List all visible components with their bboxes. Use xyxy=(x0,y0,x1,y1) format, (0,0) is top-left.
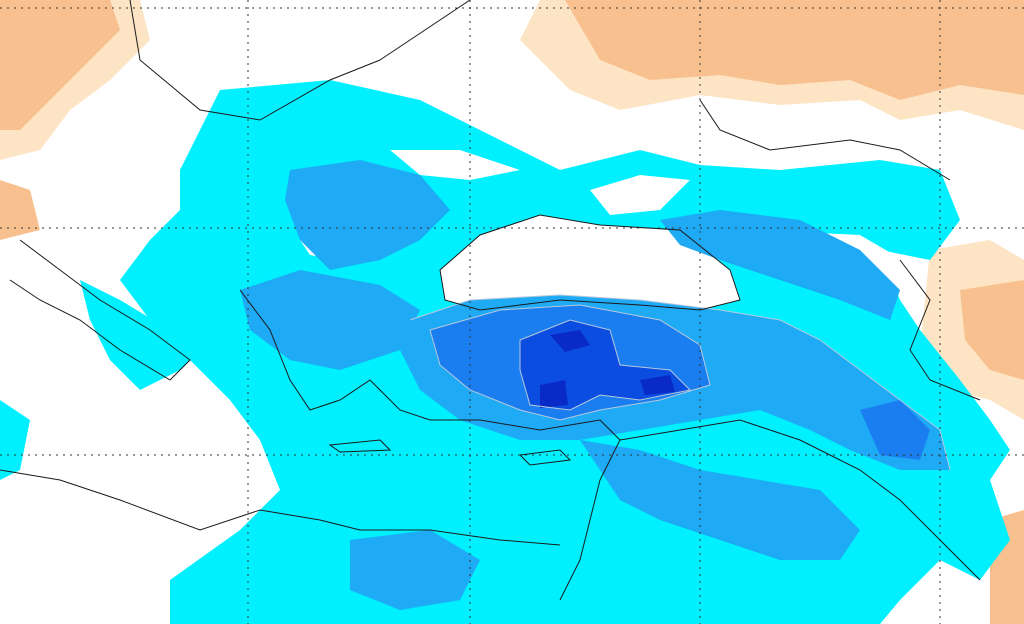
darkest-blue-area xyxy=(550,330,590,352)
border xyxy=(699,99,951,181)
warm-area xyxy=(0,180,40,240)
contour-line xyxy=(519,319,692,411)
italy-coast xyxy=(9,239,191,381)
warm-area xyxy=(565,0,1024,100)
contour-line xyxy=(429,304,711,421)
crete xyxy=(328,439,392,453)
light-blue-area xyxy=(660,210,900,320)
gap xyxy=(590,175,690,215)
black-sea-gap xyxy=(440,215,740,310)
light-blue-area xyxy=(350,530,480,610)
warm-area xyxy=(960,280,1024,380)
black-sea-coast xyxy=(439,214,741,311)
darkest-blue-area xyxy=(540,380,568,408)
warm-area xyxy=(0,0,120,130)
contour-line xyxy=(409,294,951,471)
cyan-area xyxy=(0,400,30,480)
africa-coast xyxy=(0,469,561,546)
precipitation-blue xyxy=(240,160,950,610)
mid-blue-area xyxy=(860,400,930,460)
cyprus xyxy=(518,449,572,466)
contours xyxy=(409,294,951,471)
coastlines xyxy=(0,0,981,601)
gap xyxy=(390,150,520,180)
darkest-blue-area xyxy=(640,375,675,395)
light-blue-area xyxy=(580,440,860,560)
border xyxy=(129,0,471,121)
border xyxy=(619,419,981,581)
caspian-coast xyxy=(899,259,981,401)
light-blue-area xyxy=(240,270,420,370)
light-blue-area xyxy=(285,160,450,270)
coast xyxy=(239,289,621,601)
